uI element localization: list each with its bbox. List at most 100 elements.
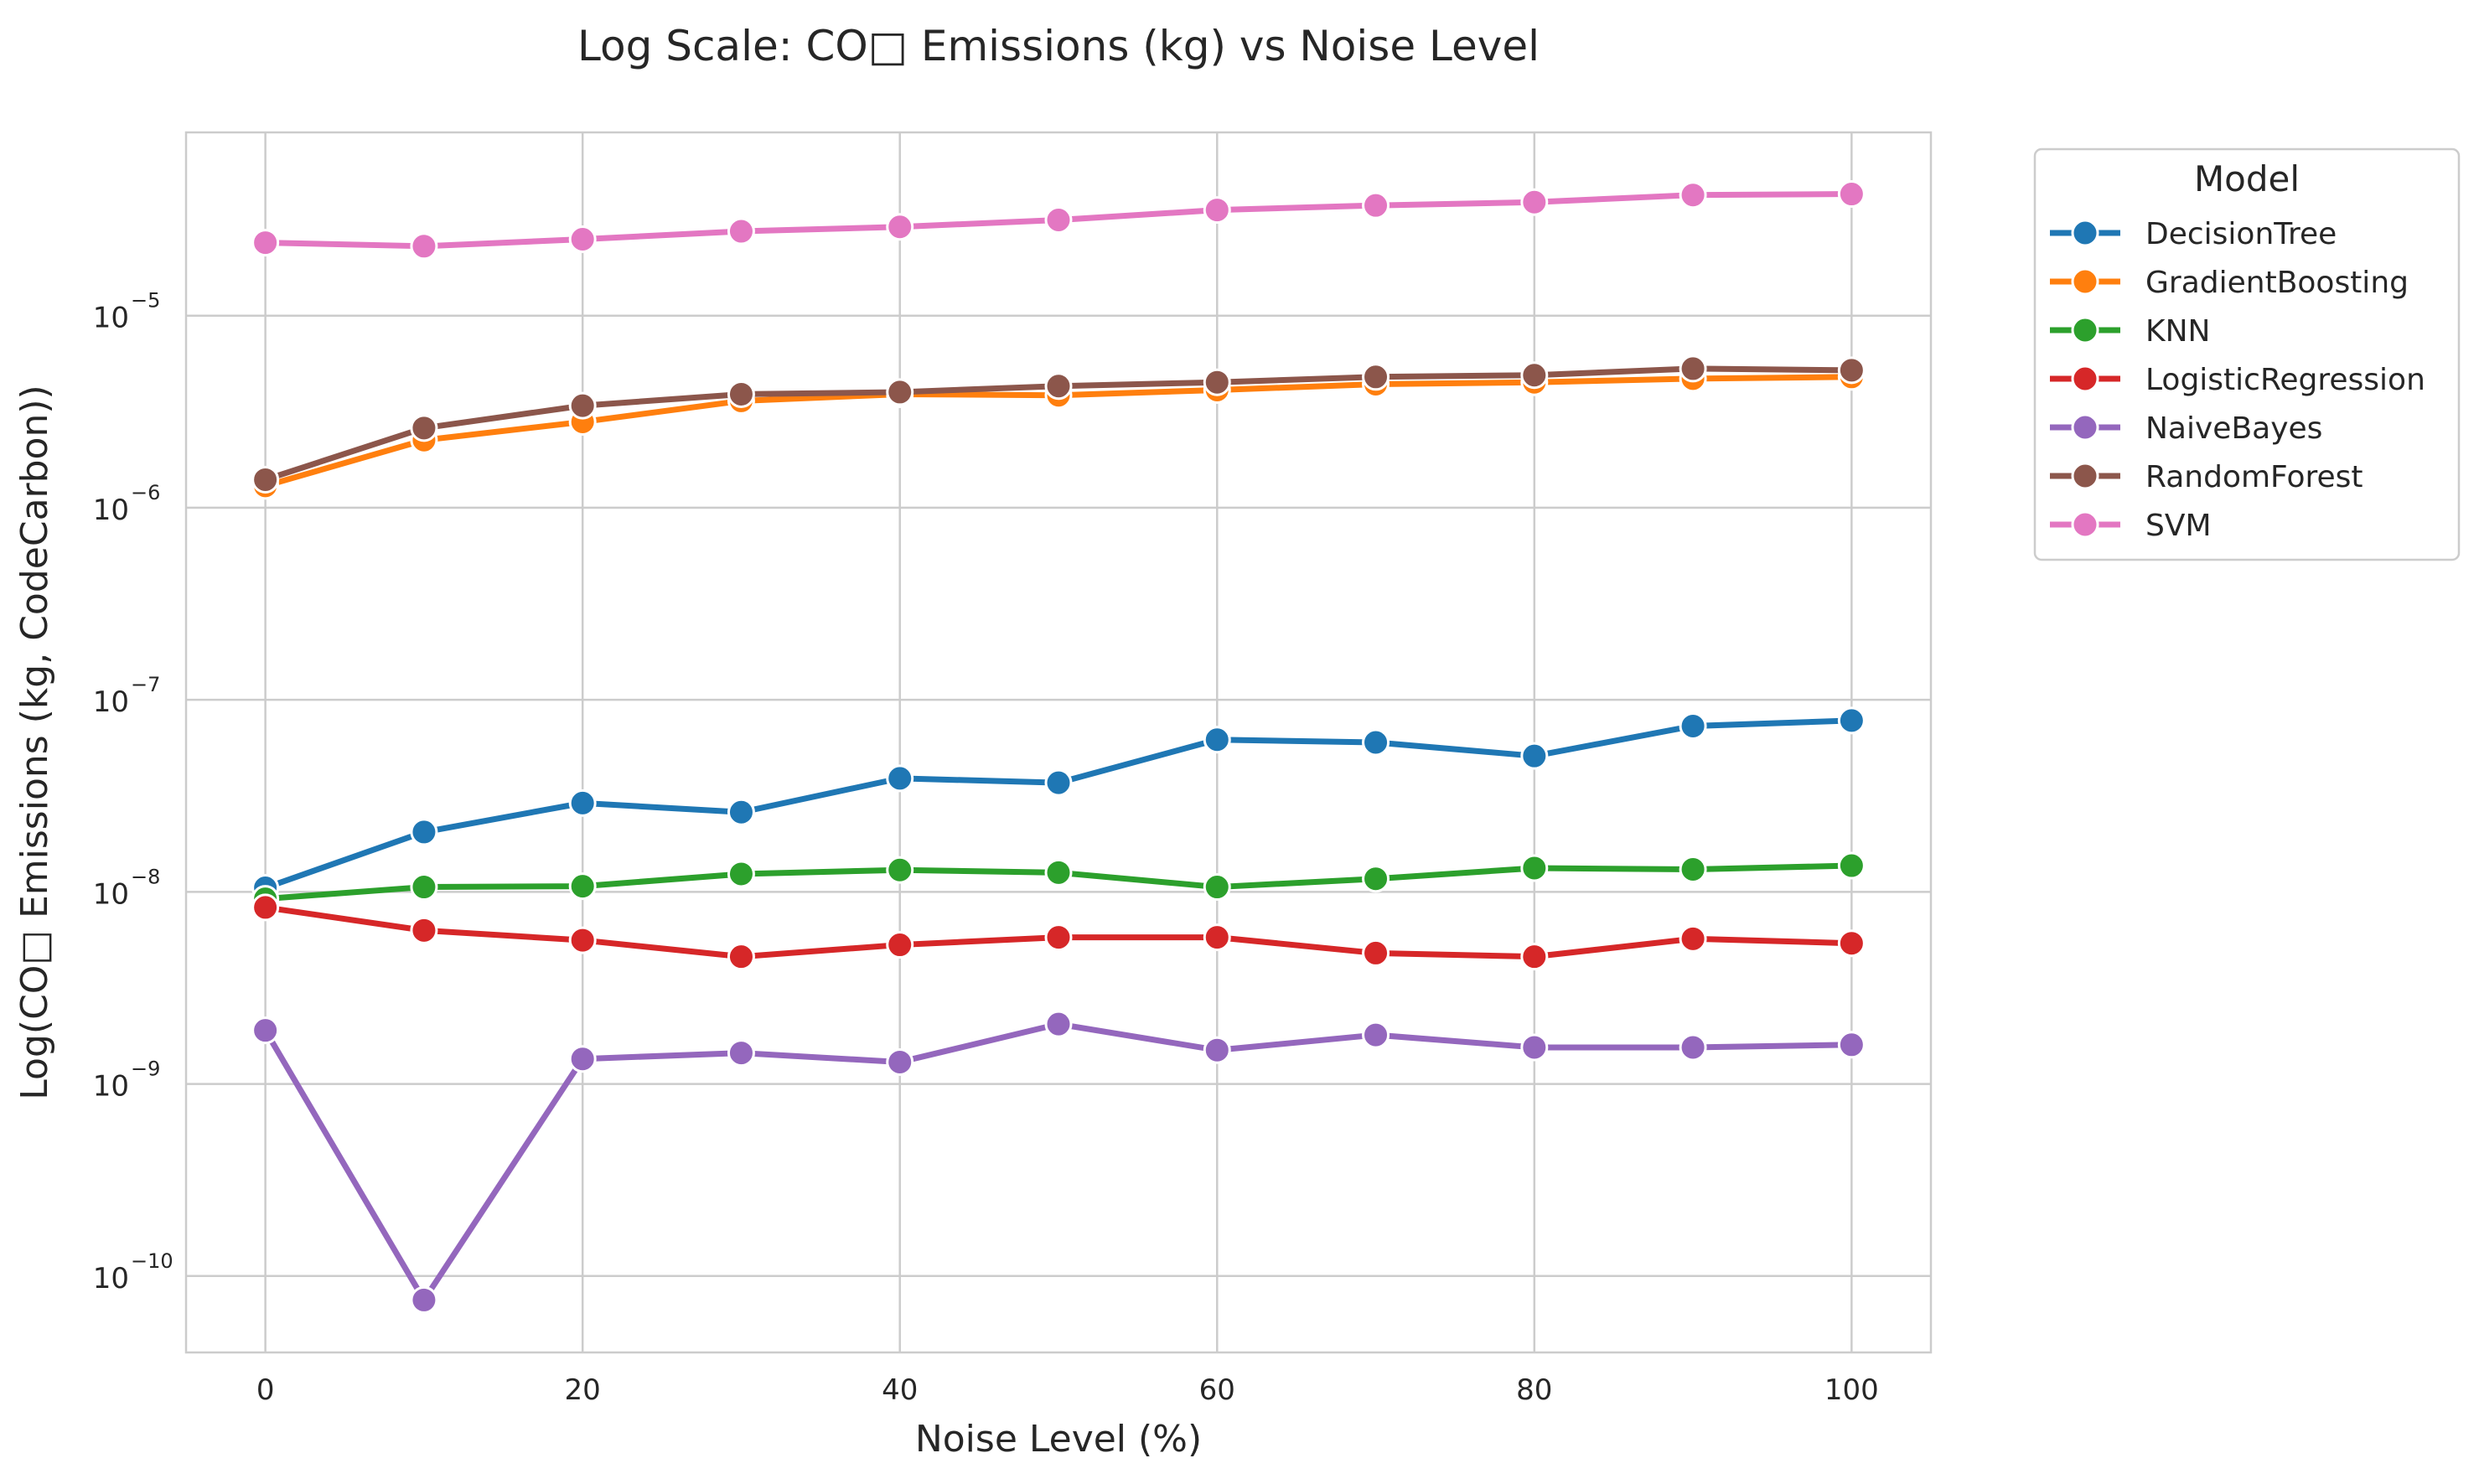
- data-point: [1520, 188, 1549, 216]
- data-point: [410, 232, 438, 261]
- x-ticks: 0 20 40 60 80 100: [256, 1373, 1879, 1407]
- legend-item-logisticregression: LogisticRegression: [2050, 363, 2425, 397]
- data-point: [410, 1285, 438, 1314]
- legend-label: RandomForest: [2145, 460, 2363, 494]
- y-axis-label: Log(CO□ Emissions (kg, CodeCarbon)): [13, 385, 56, 1099]
- data-point: [1203, 1036, 1231, 1064]
- data-point: [1362, 728, 1390, 757]
- x-tick-label: 20: [565, 1373, 601, 1407]
- y-tick-exponent: −9: [131, 1057, 160, 1081]
- data-point: [727, 798, 755, 826]
- data-point: [1362, 938, 1390, 967]
- data-point: [1679, 924, 1707, 953]
- data-point: [1679, 855, 1707, 883]
- y-tick-label: 10: [93, 1070, 129, 1104]
- data-point: [251, 465, 280, 494]
- x-tick-label: 0: [256, 1373, 275, 1407]
- data-point: [1520, 943, 1549, 971]
- data-point: [1837, 706, 1866, 735]
- data-point: [1044, 923, 1073, 952]
- x-tick-label: 60: [1199, 1373, 1235, 1407]
- data-point: [1520, 854, 1549, 882]
- y-tick-exponent: −8: [131, 865, 160, 888]
- data-point: [1837, 929, 1866, 958]
- data-point: [251, 893, 280, 922]
- y-tick-label: 10: [93, 494, 129, 527]
- series-line: [262, 1021, 1855, 1303]
- data-point: [568, 391, 597, 420]
- legend-box: [2033, 147, 2461, 561]
- legend-label: DecisionTree: [2145, 217, 2337, 251]
- data-point: [1203, 368, 1231, 396]
- legend-items: DecisionTree GradientBoosting KNN LogisticR…: [2050, 217, 2425, 543]
- data-point: [1362, 1021, 1390, 1049]
- legend-marker: [2071, 365, 2099, 393]
- data-point: [1679, 1033, 1707, 1062]
- data-point: [1044, 858, 1073, 887]
- data-point: [251, 229, 280, 257]
- data-point: [1362, 191, 1390, 220]
- data-point: [568, 225, 597, 254]
- data-point: [727, 217, 755, 246]
- legend-item-svm: SVM: [2050, 509, 2212, 543]
- data-point: [727, 860, 755, 888]
- data-point: [886, 931, 914, 959]
- data-point: [1837, 356, 1866, 385]
- data-point: [568, 872, 597, 901]
- legend-item-gradientboosting: GradientBoosting: [2050, 266, 2409, 300]
- data-point: [1203, 873, 1231, 902]
- data-point: [1837, 180, 1866, 209]
- grid: [186, 132, 1931, 1352]
- data-point: [1044, 1010, 1073, 1038]
- data-point: [410, 916, 438, 944]
- legend-marker: [2071, 462, 2099, 490]
- data-point: [1044, 372, 1073, 401]
- series-naivebayes: [251, 1010, 1866, 1314]
- y-tick-label: 10: [93, 302, 129, 335]
- y-tick-exponent: −7: [131, 673, 160, 696]
- series-knn: [251, 851, 1866, 913]
- data-point: [1203, 923, 1231, 952]
- legend-marker: [2071, 316, 2099, 344]
- y-tick-label: 10: [93, 877, 129, 911]
- data-point: [727, 1039, 755, 1068]
- series-layer: [251, 180, 1866, 1314]
- legend-label: LogisticRegression: [2145, 363, 2425, 397]
- legend-label: KNN: [2145, 314, 2210, 349]
- legend: Model DecisionTree GradientBoosting KNN Log…: [2033, 147, 2461, 561]
- legend-marker: [2071, 219, 2099, 247]
- data-point: [1362, 865, 1390, 893]
- data-point: [1203, 196, 1231, 225]
- data-point: [251, 1016, 280, 1045]
- data-point: [568, 926, 597, 954]
- plot-frame: [184, 131, 1933, 1354]
- data-point: [1203, 726, 1231, 754]
- legend-label: NaiveBayes: [2145, 411, 2322, 446]
- y-tick-exponent: −5: [131, 289, 160, 313]
- legend-item-randomforest: RandomForest: [2050, 460, 2363, 494]
- legend-label: SVM: [2145, 509, 2212, 543]
- data-point: [727, 943, 755, 971]
- x-tick-label: 40: [882, 1373, 918, 1407]
- y-tick-exponent: −6: [131, 481, 160, 504]
- data-point: [1362, 363, 1390, 391]
- data-point: [1837, 851, 1866, 880]
- series-logisticregression: [251, 893, 1866, 971]
- legend-marker: [2071, 510, 2099, 539]
- x-axis-label: Noise Level (%): [915, 1418, 1202, 1461]
- data-point: [1679, 711, 1707, 740]
- data-point: [1837, 1031, 1866, 1059]
- y-tick-exponent: −10: [131, 1249, 173, 1273]
- legend-marker: [2071, 413, 2099, 442]
- series-randomforest: [251, 354, 1866, 494]
- data-point: [886, 1047, 914, 1076]
- data-point: [886, 213, 914, 241]
- legend-label: GradientBoosting: [2145, 266, 2409, 300]
- data-point: [1044, 206, 1073, 235]
- data-point: [1520, 742, 1549, 770]
- legend-item-knn: KNN: [2050, 314, 2210, 349]
- y-tick-label: 10: [93, 1262, 129, 1295]
- legend-item-naivebayes: NaiveBayes: [2050, 411, 2322, 446]
- y-tick-label: 10: [93, 685, 129, 719]
- series-decisiontree: [251, 706, 1866, 902]
